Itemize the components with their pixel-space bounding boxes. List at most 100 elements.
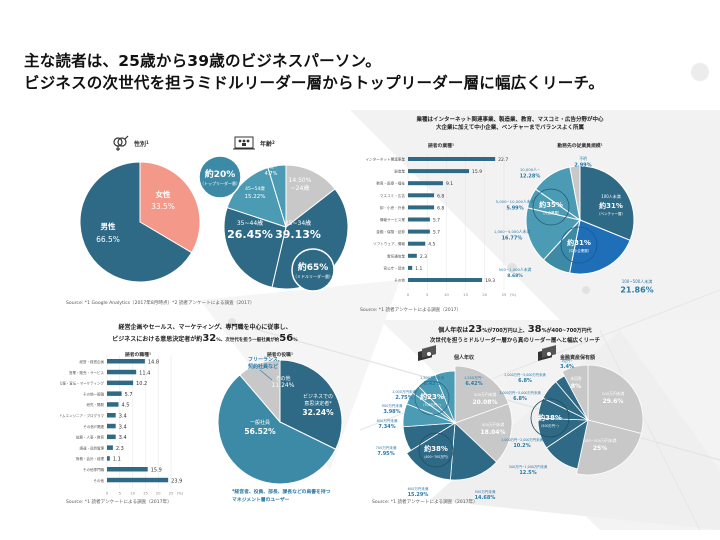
assets-outer-label: 2,000万円~5,000万円未満 [504,372,546,377]
size-outer-value: 8.68% [507,273,523,279]
callout-top-leader-value: 約20% [205,168,236,180]
age-label-45-54: 45~54歳 [245,185,265,192]
callout-middle-leader-circle [291,248,335,292]
y-category-label: 電気通信業 [387,253,405,258]
assets-pie-labels: 約38%（500万円~） 100万円未満 29.6% 100~500万円未満 25% 未回… [499,358,624,476]
callout-income-700plus-label: （700万円~） [421,402,443,407]
income-outer-value: 6.42% [465,381,482,387]
bar-value-label: 19.3 [485,278,495,284]
age-label-under24: ~24歳 [291,184,310,192]
role-other-annotation-2: 契約社員など [247,363,278,370]
industry-title: 読者の業種1 [428,142,454,149]
pie-slice [279,359,343,450]
role-other-annotation-1: フリーランス、 [248,357,283,363]
callout-income-400-700-value: 約38% [424,444,448,453]
job-bar [107,369,137,375]
assets-inner-value: 25% [593,445,607,452]
bar-value-label: 2.3 [116,446,124,452]
income-inner-label: 300万円未満 [474,392,497,397]
gender-icon [113,135,129,151]
role-label-decision-1: ビジネスでの [303,393,333,400]
callout-income-400-700-label: （400~700万円） [422,454,450,459]
assets-outer-value: 6.8% [518,378,532,384]
income-pie-labels: 約23%（700万円~） 約38%（400~700万円） 300万円未満 20.08%… [376,375,506,501]
gender-pie [79,161,201,283]
x-unit-label: (%) [177,491,184,496]
gender-value-female: 33.5% [151,202,175,211]
panel2-title-line-1: 業種はインターネット関連事業、製造業、教育、マスコミ・広告分野が中心 [415,115,604,123]
pie-slice [267,164,287,228]
y-category-label: ソフトウェア、情報 [373,241,405,246]
bar-value-label: 3.4 [119,414,127,420]
size-outer-label: 500~1,000人未満 [499,267,532,272]
y-category-label: その他 [94,478,105,483]
people-icon [233,136,255,150]
role-pie [217,359,343,485]
assets-outer-value: 10.2% [513,443,530,449]
assets-pie [537,364,644,476]
assets-outer-value: 6.8% [513,396,527,402]
industry-bar [408,265,413,270]
x-tick-label: 5 [119,491,122,496]
bar-value-label: 1.1 [415,266,422,272]
bar-value-label: 23.9 [171,478,182,484]
job-bar [107,467,148,472]
callout-sme-label: （中小企業層） [567,248,592,253]
assets-outer-value: 3.4% [560,364,574,370]
bar-value-label: 15.9 [151,468,162,474]
income-outer-value: 2.75% [395,395,412,401]
bar-value-label: 6.8 [437,193,444,199]
gender-label-female: 女性 [156,189,171,199]
panel1-source: Source: *1 Google Analytics（2017年8月時点）*2… [66,301,255,306]
x-tick-label: 10 [130,491,135,496]
age-label-55plus: 55歳~ [265,163,277,169]
income-outer-label: 900万円未満 [382,403,403,408]
size-outer-label: 100~500人未満 [622,278,653,284]
panel4-title-line-1: 個人年収は23%が700万円以上、38%が400~700万円代 [437,324,591,335]
callout-large-company-circle [532,188,570,226]
bar-value-label: 5.7 [125,392,133,398]
panel2-source: Source: *1 読者アンケートによる調査（2017） [360,308,462,313]
pie-slice [217,374,337,485]
size-outer-label: 不明 [579,156,587,161]
gender-label-male: 男性 [101,221,116,231]
bar-value-label: 4.5 [122,403,130,409]
callout-assets-500plus-label: （500万円~） [539,423,561,428]
income-outer-label: 800万円未満 [377,418,398,423]
assets-inner-label: 未回答 [570,376,582,381]
callout-sme-value: 約31% [567,238,591,247]
panel3-source: Source: *1 読者アンケートによる調査（2017年） [66,500,172,505]
panel-job-role: 経営企画やセールス、マーケティング、専門職を中心に従事し、 ビジネスにおける意思… [60,323,343,503]
bar-value-label: 14.8 [148,360,159,366]
size-outer-value: 12.28% [520,174,541,180]
job-bar [107,391,122,396]
panel-income-assets: 個人年収は23%が700万円以上、38%が400~700万円代 次世代を担うミド… [376,324,644,501]
role-value-employee: 56.52% [244,427,276,436]
callout-income-400-700-circle [418,432,454,468]
x-tick-label: 25 [169,491,174,496]
panel2-title-line-2: 大企業に加えて中小企業、ベンチャーまでバランスよく所属 [436,123,585,131]
pie-slice [569,165,581,221]
bar-value-label: 6.8 [437,205,444,211]
callout-large-company-label: （大企業層） [541,210,562,215]
panel-gender-age: 性別1 女性 33.5% 男性 66.5% 年齢2 14.50% ~24歳 25… [79,135,349,292]
y-category-label: 広報・宣伝・マーケティング [60,381,104,386]
y-category-label: その他専門職 [83,467,104,472]
x-tick-label: 15 [143,491,148,496]
x-tick-label: 0 [407,292,410,297]
assets-outer-label: 3,000万円~5,000万円未満 [499,390,541,395]
pie-slice [139,161,201,254]
pie-slice [587,364,644,434]
assets-inner-value: 8% [571,383,581,390]
size-sub-under100: （ベンチャー層） [597,211,625,216]
y-category-label: 金融・保険・証券 [376,229,405,234]
age-value-35-44: 26.45% [227,228,273,241]
age-label-35-44: 35~44歳 [237,219,263,227]
size-outer-value: 5.99% [506,206,523,212]
industry-bar [408,169,470,174]
callout-sme-circle [560,226,598,264]
bar-value-label: 3.4 [119,424,127,430]
role-title: 読者の役職1 [267,351,293,358]
job-title: 読者の職種1 [125,351,151,358]
bar-value-label: 2.3 [420,254,427,260]
